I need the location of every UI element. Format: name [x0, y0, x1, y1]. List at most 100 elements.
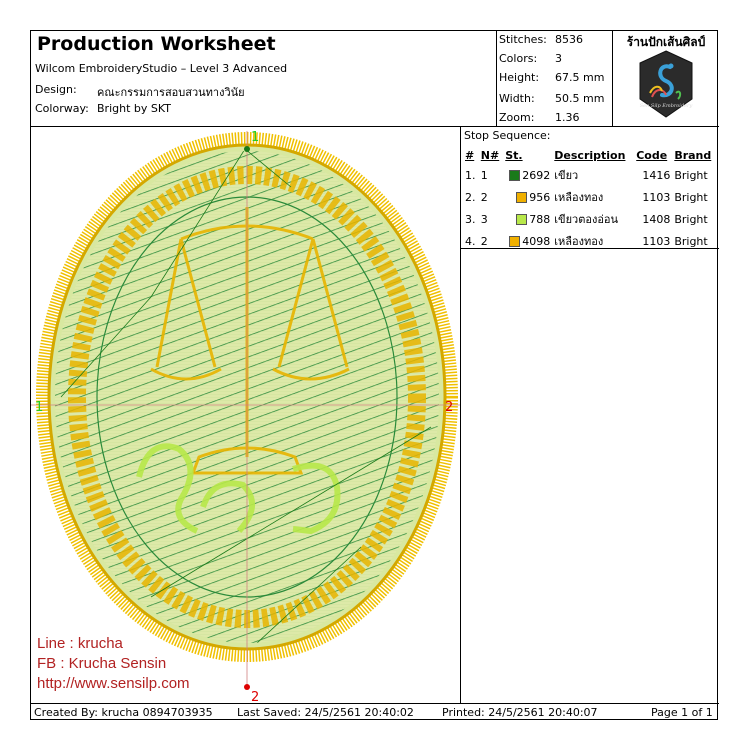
- width-label: Width:: [499, 92, 535, 105]
- row-stitches: 956: [503, 186, 552, 208]
- row-code-text: 1408: [642, 212, 671, 226]
- design-value: คณะกรรมการสอบสวนทางวินัย: [97, 86, 245, 99]
- height-label: Height:: [499, 71, 540, 84]
- row-brand-text: Bright: [674, 168, 708, 182]
- zoom-value: 1.36: [555, 111, 580, 124]
- stop-sequence-table: # N# St. Description Code Brand 1. 1 2692 เ…: [463, 147, 717, 252]
- design-label: Design:: [35, 83, 77, 96]
- row-code: 1416: [634, 164, 672, 186]
- row-needle: 2: [479, 186, 503, 208]
- row-index-text: 3.: [465, 212, 476, 226]
- design-preview: 1 1 2 2 Line : krucha FB : Krucha Sensin…: [31, 127, 461, 703]
- row-code-text: 1103: [642, 234, 671, 248]
- table-row: 1. 1 2692 เขียว 1416 Bright: [463, 164, 717, 186]
- stitches-value: 8536: [555, 33, 583, 46]
- row-description: เหลืองทอง: [552, 186, 634, 208]
- width-value: 50.5 mm: [555, 92, 605, 105]
- stop-sequence-panel: Stop Sequence: # N# St. Description Code…: [461, 127, 719, 249]
- row-description: เขียวตองอ่อน: [552, 208, 634, 230]
- zoom-label: Zoom:: [499, 111, 535, 124]
- row-brand-text: Bright: [674, 190, 708, 204]
- row-needle-text: 2: [480, 190, 488, 204]
- logo-badge-text: Sen Silp Embroidery: [640, 103, 693, 109]
- col-code: Code: [636, 149, 668, 162]
- watermark-url: http://www.sensilp.com: [37, 675, 190, 692]
- printed-date: Printed: 24/5/2561 20:40:07: [442, 706, 598, 719]
- colorway-value: Bright by SKT: [97, 102, 171, 115]
- page-number: Page 1 of 1: [651, 706, 713, 719]
- row-stitches-text: 956: [529, 190, 551, 204]
- row-needle-text: 3: [480, 212, 488, 226]
- shop-name: ร้านปักเส้นศิลป์: [626, 35, 706, 49]
- last-saved: Last Saved: 24/5/2561 20:40:02: [237, 706, 414, 719]
- shop-logo-panel: ร้านปักเส้นศิลป์ Sen Silp Embroidery: [613, 31, 719, 127]
- row-code: 1408: [634, 208, 672, 230]
- created-by: Created By: krucha 0894703935: [34, 706, 213, 719]
- row-index-text: 1.: [465, 168, 476, 182]
- stitches-label: Stitches:: [499, 33, 547, 46]
- row-description-text: เขียว: [554, 169, 579, 182]
- design-stats: Stitches: 8536 Colors: 3 Height: 67.5 mm…: [497, 31, 613, 127]
- row-needle: 1: [479, 164, 503, 186]
- page-title: Production Worksheet: [37, 33, 276, 55]
- row-brand-text: Bright: [674, 212, 708, 226]
- row-index-text: 2.: [465, 190, 476, 204]
- col-needle: N#: [480, 149, 500, 162]
- footer: Created By: krucha 0894703935 Last Saved…: [31, 703, 719, 721]
- row-needle-text: 2: [480, 234, 488, 248]
- row-index: 1.: [463, 164, 479, 186]
- color-swatch: [509, 236, 521, 247]
- col-brand: Brand: [674, 149, 712, 162]
- row-description: เขียว: [552, 164, 634, 186]
- row-needle: 2: [479, 230, 503, 252]
- marker-bottom: 2: [251, 690, 259, 703]
- row-code: 1103: [634, 230, 672, 252]
- color-swatch: [509, 170, 521, 181]
- row-brand: Bright: [672, 230, 717, 252]
- marker-left: 1: [35, 400, 43, 415]
- software-name: Wilcom EmbroideryStudio – Level 3 Advanc…: [35, 62, 288, 75]
- row-brand: Bright: [672, 186, 717, 208]
- row-description-text: เหลืองทอง: [554, 235, 604, 248]
- row-code-text: 1103: [642, 190, 671, 204]
- row-brand-text: Bright: [674, 234, 708, 248]
- row-brand: Bright: [672, 164, 717, 186]
- row-index: 4.: [463, 230, 479, 252]
- table-row: 3. 3 788 เขียวตองอ่อน 1408 Bright: [463, 208, 717, 230]
- colors-value: 3: [555, 52, 562, 65]
- embroidery-design: 1 1 2 2: [31, 130, 460, 703]
- start-point: [244, 146, 250, 152]
- row-index: 3.: [463, 208, 479, 230]
- row-description-text: เขียวตองอ่อน: [554, 213, 619, 226]
- col-stitches: St.: [505, 149, 523, 162]
- row-description-text: เหลืองทอง: [554, 191, 604, 204]
- swan-logo-icon: Sen Silp Embroidery: [639, 50, 693, 118]
- row-stitches: 788: [503, 208, 552, 230]
- row-stitches-text: 4098: [522, 234, 551, 248]
- height-value: 67.5 mm: [555, 71, 605, 84]
- row-index: 2.: [463, 186, 479, 208]
- marker-right: 2: [445, 400, 453, 415]
- end-point: [244, 684, 250, 690]
- marker-top: 1: [251, 130, 259, 145]
- watermark-fb: FB : Krucha Sensin: [37, 655, 167, 672]
- production-worksheet: Production Worksheet Wilcom EmbroiderySt…: [30, 30, 719, 721]
- row-brand: Bright: [672, 208, 717, 230]
- col-description: Description: [554, 149, 626, 162]
- colorway-label: Colorway:: [35, 102, 89, 115]
- col-index: #: [465, 149, 475, 162]
- fill-stitches: [55, 151, 439, 643]
- stop-sequence-title: Stop Sequence:: [464, 129, 551, 142]
- colors-label: Colors:: [499, 52, 538, 65]
- row-code-text: 1416: [642, 168, 671, 182]
- table-header-row: # N# St. Description Code Brand: [463, 147, 717, 164]
- row-index-text: 4.: [465, 234, 476, 248]
- row-stitches: 4098: [503, 230, 552, 252]
- row-needle: 3: [479, 208, 503, 230]
- color-swatch: [516, 214, 528, 225]
- row-description: เหลืองทอง: [552, 230, 634, 252]
- row-stitches-text: 2692: [522, 168, 551, 182]
- row-needle-text: 1: [480, 168, 488, 182]
- row-stitches-text: 788: [529, 212, 551, 226]
- watermark-line: Line : krucha: [37, 635, 123, 652]
